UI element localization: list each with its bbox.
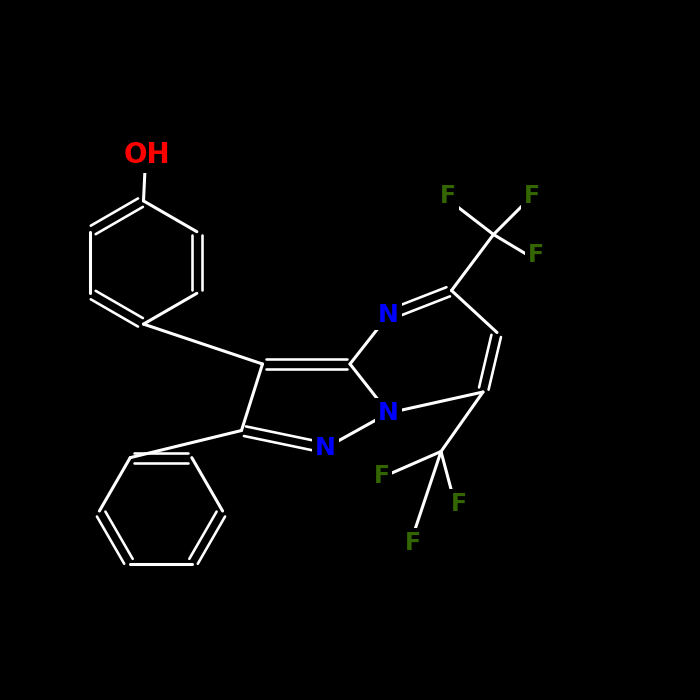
Text: N: N [315, 436, 336, 460]
Text: F: F [524, 184, 540, 208]
Text: N: N [378, 401, 399, 425]
Text: F: F [450, 492, 467, 516]
Text: OH: OH [124, 141, 170, 169]
Text: F: F [373, 464, 390, 488]
Text: F: F [527, 244, 544, 267]
Text: F: F [405, 531, 421, 554]
Text: F: F [440, 184, 456, 208]
Text: N: N [378, 303, 399, 327]
